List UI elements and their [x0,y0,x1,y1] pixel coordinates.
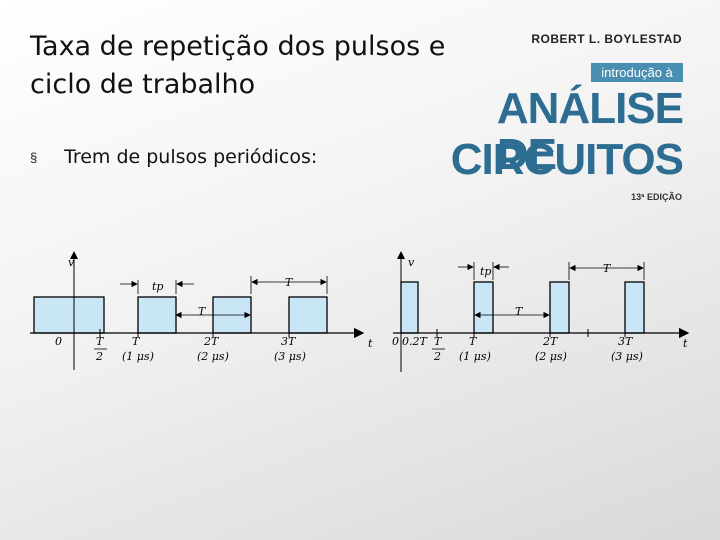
left-pulse-1 [33,296,105,334]
left-v-label: v [68,256,75,269]
left-tp-label: tp [152,280,163,293]
left-time-3us: (3 μs) [274,350,306,363]
logo-edition: 13ª EDIÇÃO [631,192,682,202]
right-tick-duty: 0.2T [402,335,428,348]
left-pulse-4 [288,296,328,334]
right-period-inner-label: T [515,305,524,318]
right-tick-3T: 3T [618,335,634,348]
left-period-upper-label: T [285,276,294,289]
right-pulse-2 [473,281,494,334]
left-origin-label: 0 [55,335,62,348]
right-period-upper-label: T [603,262,612,275]
left-pulse-2 [137,296,177,334]
left-tick-half-num: T [96,335,105,348]
right-pulse-plot: tp T T v t 0 0.2T T 2 T 2T 3T (1 μs) (2 … [392,251,690,372]
left-time-2us: (2 μs) [197,350,229,363]
right-t-label: t [683,337,688,350]
logo-title-line2: CIRCUITOS [450,135,684,184]
right-tick-half-den: 2 [433,350,441,363]
right-pulse-3 [549,281,570,334]
slide-title: Taxa de repetição dos pulsos e ciclo de … [30,31,446,100]
left-t-label: t [368,337,373,350]
left-tick-T: T [132,335,141,348]
right-tick-half-num: T [434,335,443,348]
right-time-1us: (1 μs) [459,350,491,363]
right-pulse-4 [624,281,645,334]
right-time-2us: (2 μs) [535,350,567,363]
right-time-3us: (3 μs) [611,350,643,363]
right-v-label: v [408,256,415,269]
book-logo: ROBERT L. BOYLESTAD introdução à ANÁLISE… [451,32,690,207]
bullet-item: § Trem de pulsos periódicos: [30,146,317,168]
right-tick-2T: 2T [542,335,559,348]
right-tp-label: tp [480,265,491,278]
right-tick-T: T [469,335,478,348]
bullet-marker: § [30,149,38,165]
logo-title-line1: ANÁLISE DE [496,84,684,179]
left-tick-half-den: 2 [95,350,103,363]
right-origin-label: 0 [392,335,399,348]
bullet-text: Trem de pulsos periódicos: [64,146,318,168]
left-period-inner-label: T [198,305,207,318]
left-tick-3T: 3T [281,335,297,348]
pulse-train-diagrams: tp T T v t 0 T 2 T 2T 3T (1 μs) (2 μs) (… [30,251,690,372]
left-pulse-plot: tp T T v t 0 T 2 T 2T 3T (1 μs) (2 μs) (… [30,251,373,370]
logo-intro: introdução à [591,63,683,82]
left-time-1us: (1 μs) [122,350,154,363]
logo-author: ROBERT L. BOYLESTAD [531,32,682,46]
left-tick-2T: 2T [203,335,220,348]
right-pulse-1 [400,281,419,334]
